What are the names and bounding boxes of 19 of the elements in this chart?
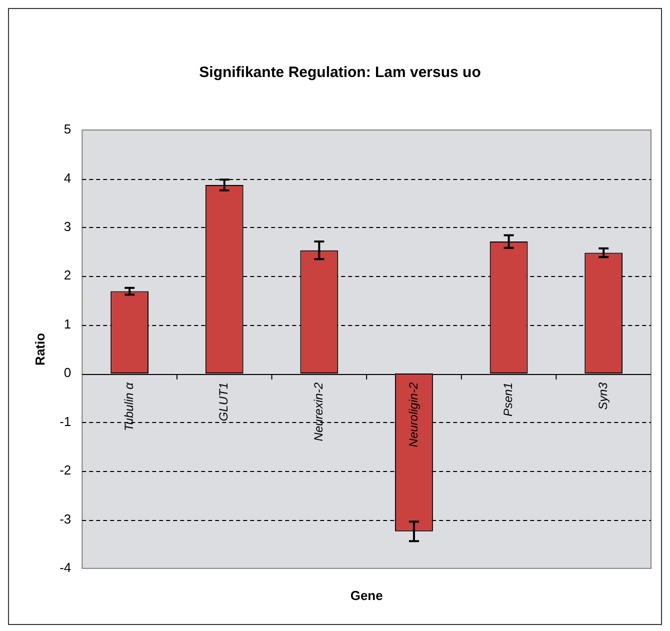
x-tick-label: Neuroligin-2: [406, 382, 420, 448]
x-tick-label: Tubulin α: [122, 381, 136, 432]
y-tick-label: 5: [64, 122, 72, 137]
y-axis-title: Ratio: [32, 332, 48, 366]
y-tick-label: 2: [64, 268, 72, 283]
y-tick-label: -2: [60, 462, 72, 478]
y-tick-label: 3: [64, 219, 72, 234]
x-tick-label: Neurexin-2: [312, 382, 326, 442]
x-axis-title: Gene: [350, 588, 383, 603]
y-tick-label: -1: [60, 414, 72, 429]
y-tick-label: 4: [64, 170, 72, 186]
y-tick-label: -4: [60, 560, 72, 575]
x-tick-label: Syn3: [596, 382, 610, 410]
x-tick-label: Psen1: [501, 382, 516, 417]
y-tick-label: -3: [60, 511, 72, 526]
y-tick-label: 1: [64, 316, 72, 332]
chart-title: Signifikante Regulation: Lam versus uo: [199, 64, 481, 82]
y-tick-label: 0: [64, 365, 72, 380]
x-tick-label: GLUT1: [216, 382, 231, 422]
